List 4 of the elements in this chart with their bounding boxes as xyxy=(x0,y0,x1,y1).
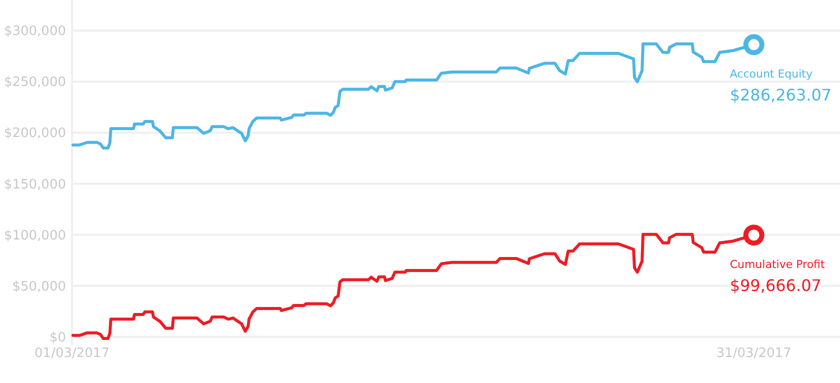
series-label: Account Equity xyxy=(730,68,814,81)
annotation: $99,666.07 xyxy=(730,276,822,296)
series-label: Cumulative Profit xyxy=(730,258,826,272)
annotation: $286,263.07 xyxy=(730,86,832,105)
